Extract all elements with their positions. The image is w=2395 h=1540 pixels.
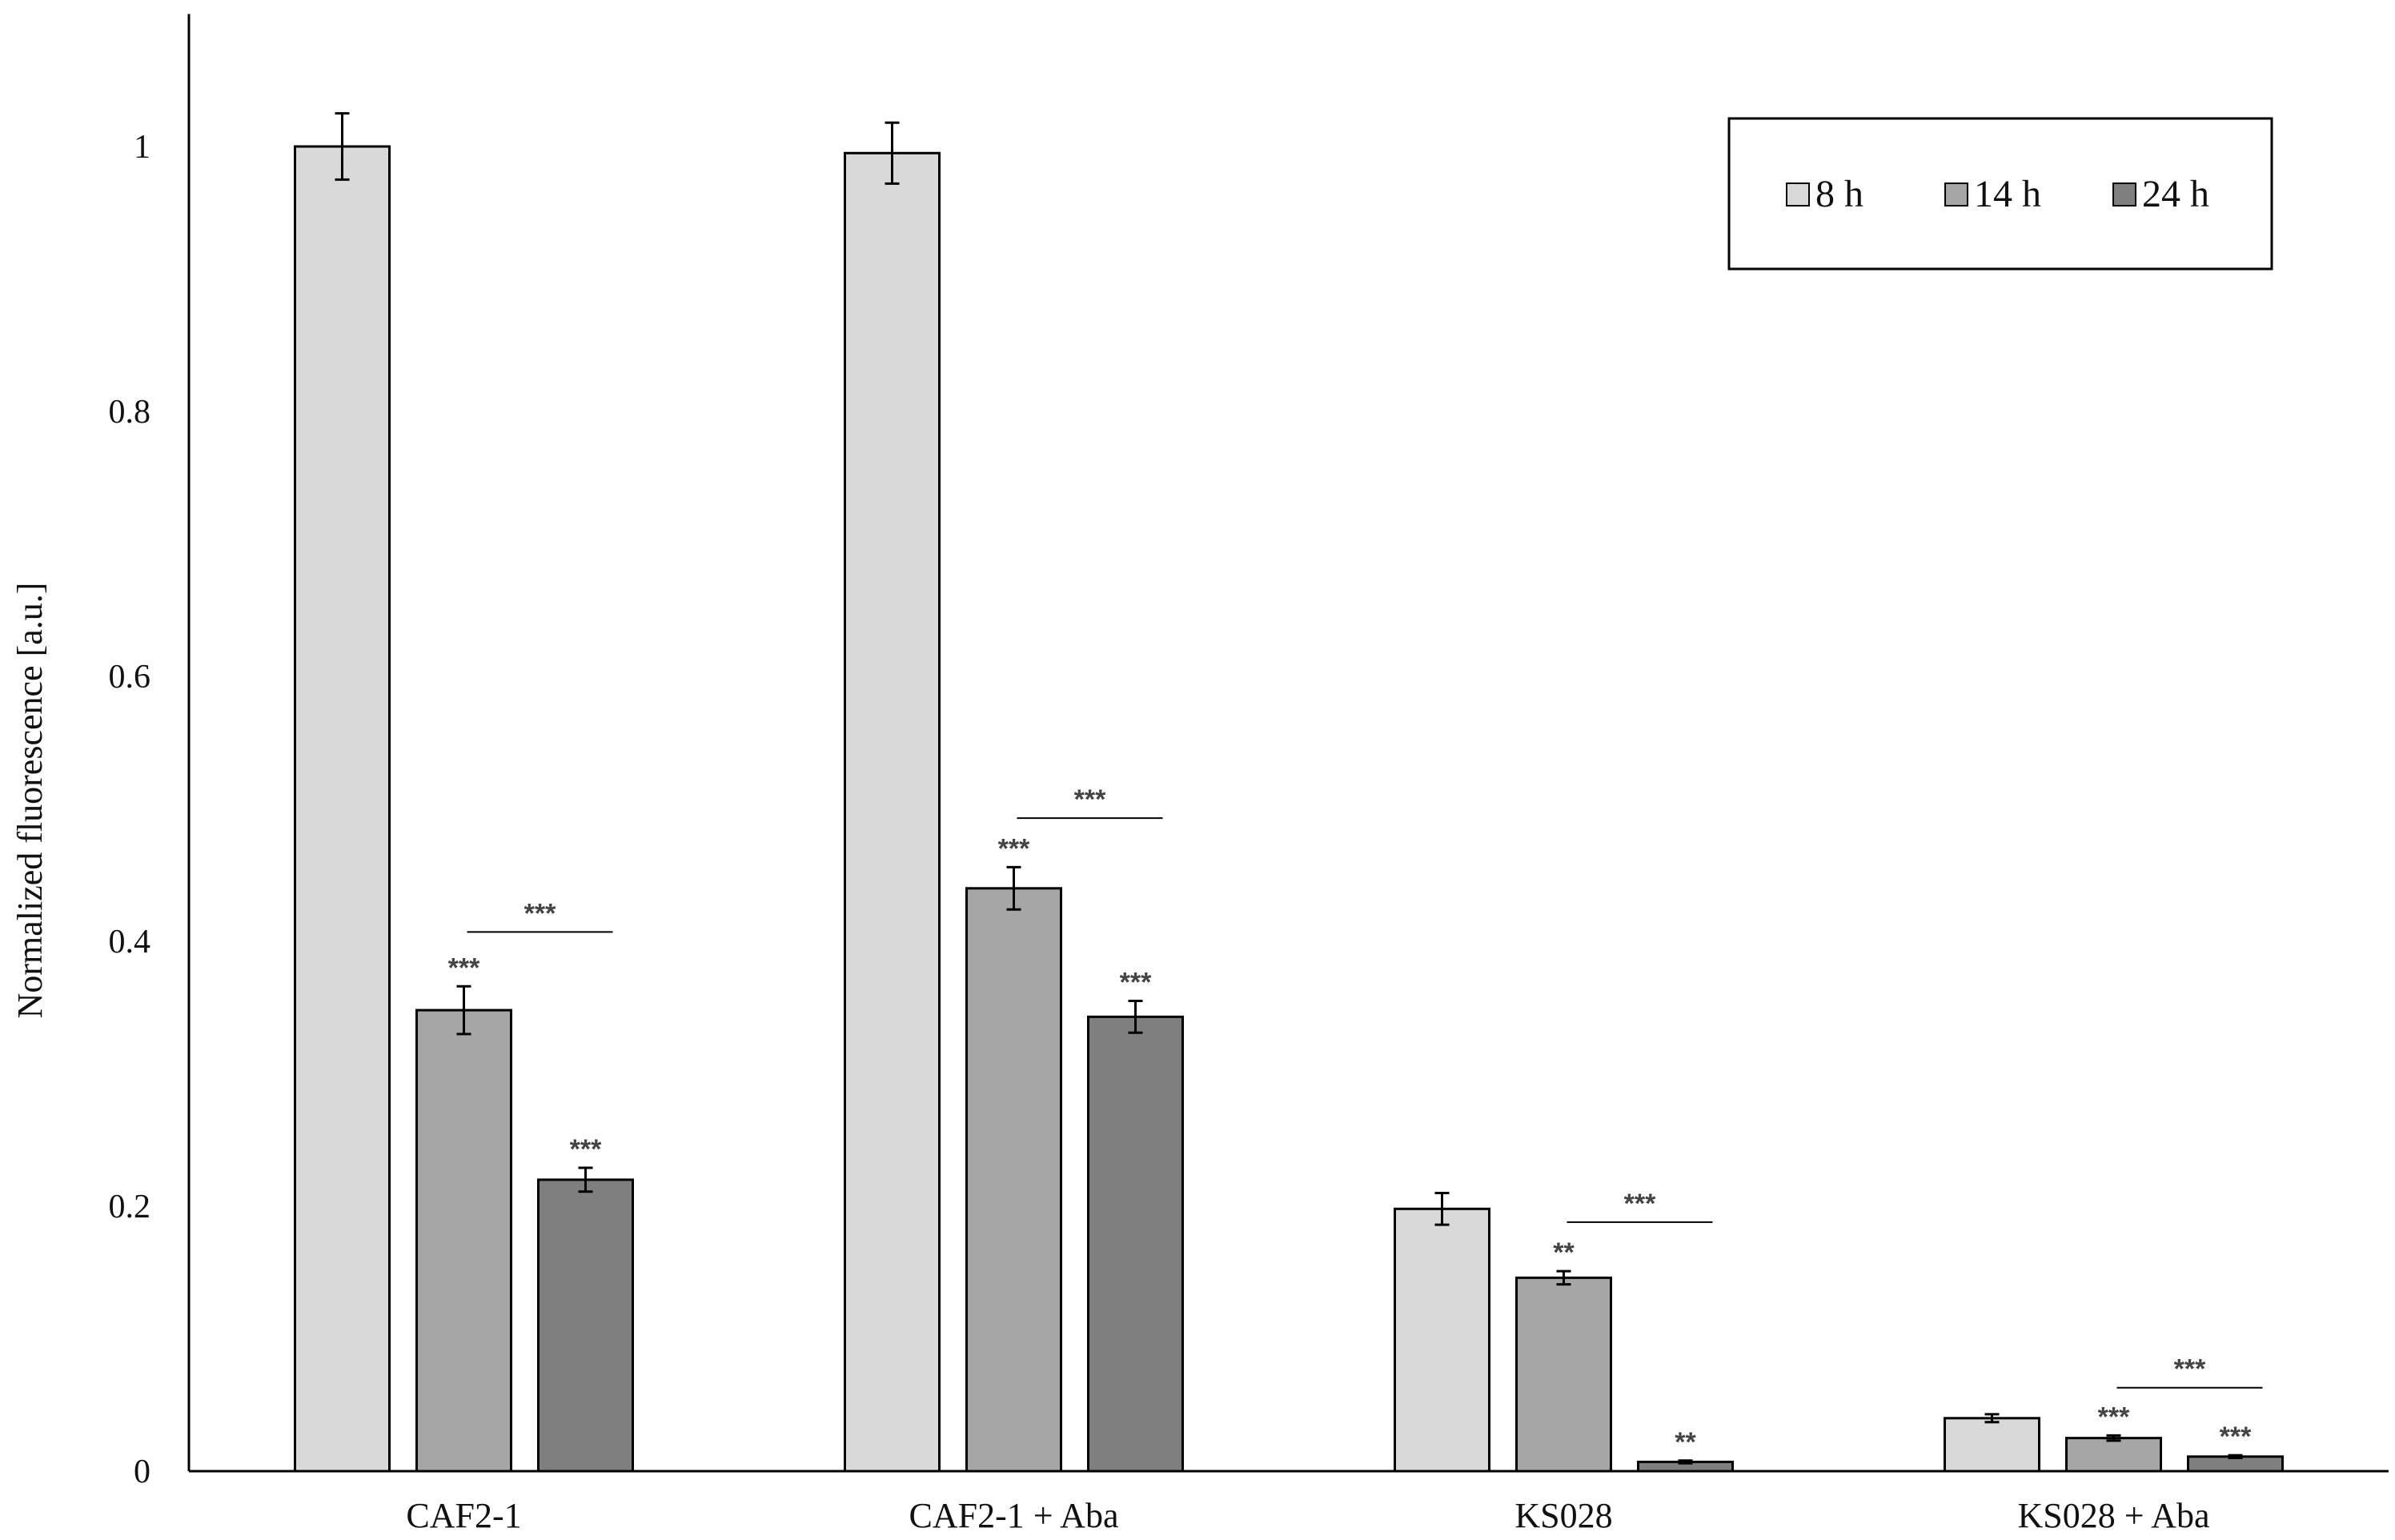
significance-label: *** — [2098, 1402, 2130, 1432]
bar — [844, 151, 941, 1473]
bar — [2065, 1437, 2162, 1473]
y-tick-label: 0.6 — [109, 659, 151, 696]
legend: 8 h 14 h 24 h — [1727, 117, 2273, 271]
comparison-label: *** — [524, 898, 556, 928]
bar — [1515, 1276, 1612, 1473]
legend-swatch — [1944, 182, 1968, 207]
x-category-label: KS028 + Aba — [2018, 1496, 2210, 1535]
x-category-label: CAF2-1 — [406, 1496, 521, 1535]
bar — [1087, 1015, 1184, 1473]
bar — [537, 1178, 634, 1473]
significance-label: *** — [998, 833, 1030, 864]
bar — [1944, 1417, 2040, 1473]
legend-box — [1727, 117, 2273, 271]
significance-label: *** — [2220, 1422, 2252, 1452]
significance-label: *** — [448, 952, 480, 983]
significance-label: *** — [570, 1134, 602, 1165]
y-tick-label: 1 — [134, 129, 150, 166]
significance-annotations: ******************* *************** — [448, 784, 2263, 1458]
y-tick-label: 0.4 — [109, 924, 151, 960]
comparison-label: *** — [2174, 1354, 2206, 1385]
bar — [965, 887, 1062, 1473]
y-axis-title: Normalized fluorescence [a.u.] — [10, 583, 50, 1019]
legend-swatch — [2112, 182, 2136, 207]
y-axis: 0 0.2 0.4 0.6 0.8 1 — [109, 14, 191, 1490]
bar — [1394, 1207, 1490, 1473]
bars-group — [294, 112, 2284, 1473]
significance-label: ** — [1553, 1237, 1575, 1268]
comparison-label: *** — [1074, 784, 1106, 815]
bar — [294, 145, 391, 1473]
y-tick-label: 0.2 — [109, 1189, 151, 1225]
y-tick-label: 0.8 — [109, 394, 151, 431]
comparison-label: *** — [1624, 1189, 1656, 1219]
legend-label: 14 h — [1974, 173, 2041, 215]
legend-label: 8 h — [1815, 173, 1863, 215]
legend-label: 24 h — [2142, 173, 2209, 215]
x-category-label: CAF2-1 + Aba — [909, 1496, 1119, 1535]
x-category-label: KS028 — [1514, 1496, 1612, 1535]
significance-label: *** — [1120, 967, 1152, 997]
y-tick-label: 0 — [134, 1454, 150, 1490]
legend-swatch — [1786, 182, 1810, 207]
legend-items: 8 h 14 h 24 h — [1786, 173, 2209, 215]
bar — [415, 1009, 512, 1473]
significance-label: ** — [1675, 1427, 1696, 1458]
